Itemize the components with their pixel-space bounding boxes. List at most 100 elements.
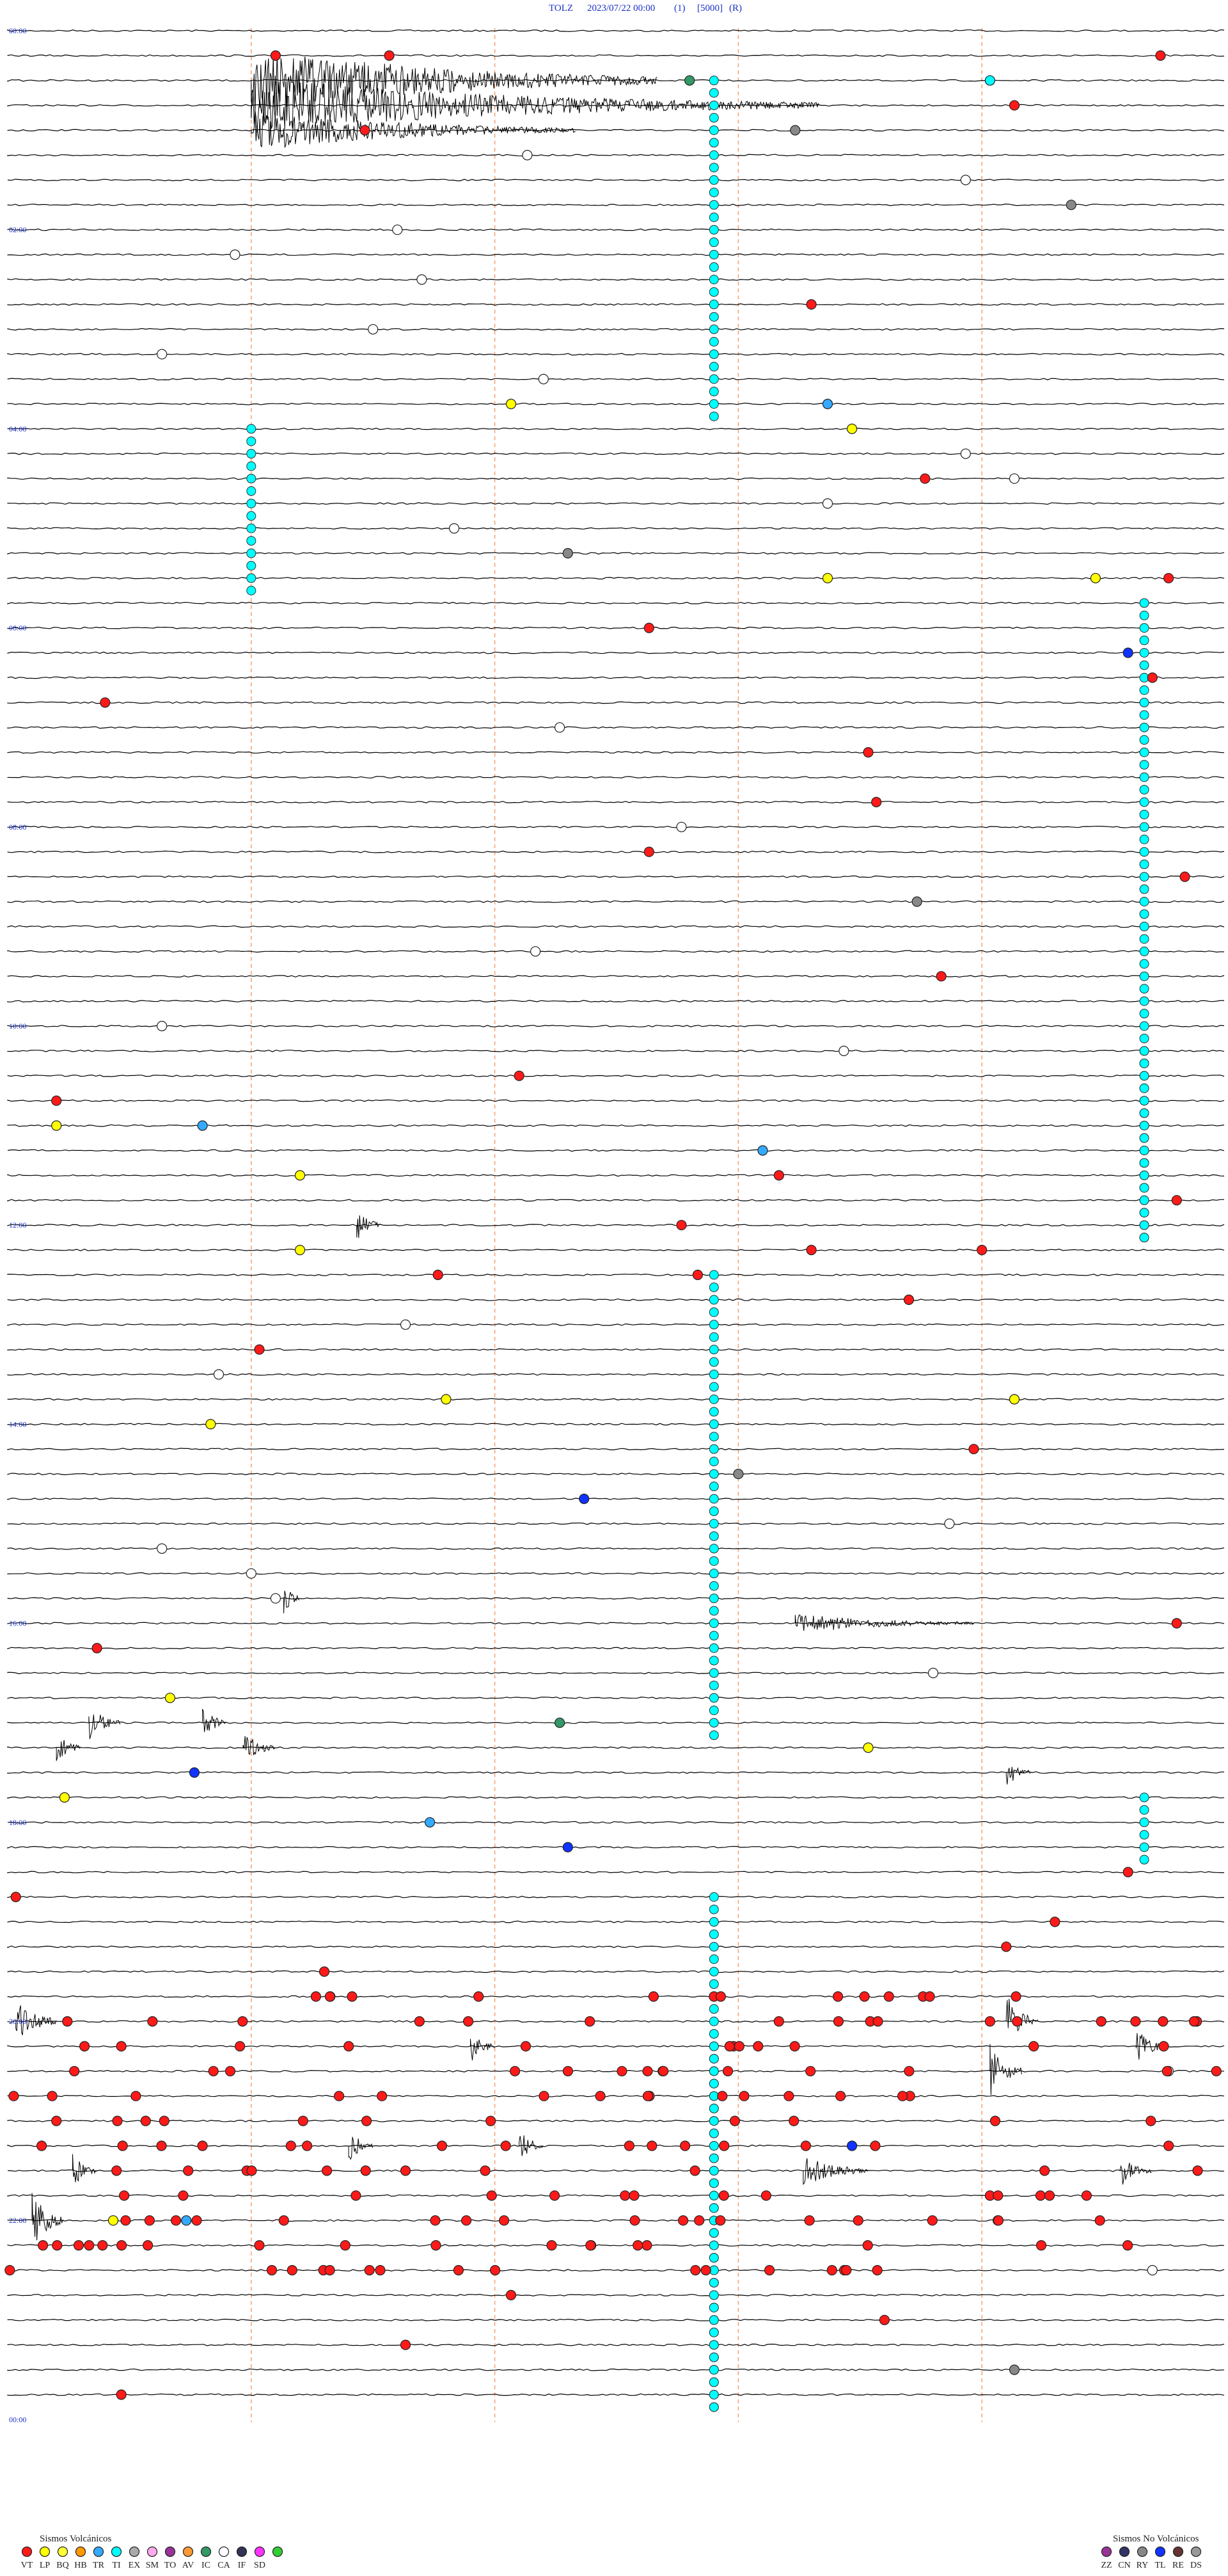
tremor-marker xyxy=(1139,1096,1149,1106)
legend-swatch xyxy=(1101,2546,1112,2557)
event-marker-ca xyxy=(927,1668,939,1679)
event-marker-vt xyxy=(500,2140,511,2151)
tremor-marker xyxy=(709,1332,719,1342)
event-marker-vt xyxy=(903,1294,915,1306)
time-labels: 00:00 02:00 04:00 06:00 08:00 10:00 12:00 14:00… xyxy=(9,26,26,2424)
tremor-marker xyxy=(709,2240,719,2250)
event-marker-vt xyxy=(100,697,111,708)
event-marker-vt xyxy=(119,2190,130,2201)
tremor-marker xyxy=(1139,934,1149,944)
event-marker-vt xyxy=(729,2115,741,2126)
tremor-marker xyxy=(1139,1158,1149,1168)
tremor-marker xyxy=(1139,1195,1149,1205)
tremor-marker xyxy=(1139,809,1149,819)
tremor-marker xyxy=(709,299,719,310)
tremor-marker xyxy=(709,2402,719,2412)
trace-row xyxy=(7,751,1225,754)
trace-row xyxy=(7,1199,1225,1202)
trace-row xyxy=(7,900,1225,903)
tremor-marker xyxy=(709,349,719,360)
tremor-marker xyxy=(709,1929,719,1940)
tremor-marker xyxy=(709,249,719,260)
trace-row xyxy=(7,1049,1225,1052)
trace-row xyxy=(7,2244,1225,2247)
legend-code: HB xyxy=(74,2561,86,2570)
tremor-marker xyxy=(709,2041,719,2051)
legend-nonvolcanic-heading: Sismos No Volcánicos xyxy=(1113,2534,1199,2544)
event-marker-ca xyxy=(416,274,427,285)
tremor-marker xyxy=(1139,1208,1149,1218)
event-marker-vt xyxy=(677,2215,689,2226)
event-marker-vt xyxy=(804,2215,815,2226)
trace-row xyxy=(7,2343,1225,2346)
tremor-marker xyxy=(709,1569,719,1579)
trace-row xyxy=(7,203,1225,207)
tremor-marker xyxy=(709,2352,719,2362)
event-marker-lp xyxy=(59,1792,70,1803)
seismic-burst xyxy=(1119,2162,1152,2185)
tremor-marker xyxy=(1139,1021,1149,1031)
tremor-marker xyxy=(709,1593,719,1604)
event-marker-vt xyxy=(724,2041,735,2051)
event-marker-vt xyxy=(62,2016,73,2027)
event-marker-vt xyxy=(633,2240,643,2251)
event-marker-vt xyxy=(862,2240,873,2251)
time-label: 06:00 xyxy=(9,624,26,633)
tremor-marker xyxy=(709,2078,719,2089)
event-marker-vt xyxy=(224,2066,236,2076)
trace-row xyxy=(7,2169,1224,2172)
seismic-burst xyxy=(72,2154,97,2183)
tremor-marker xyxy=(709,361,719,372)
tremor-marker xyxy=(1139,1033,1149,1043)
event-marker-lp xyxy=(164,1693,175,1703)
tremor-marker xyxy=(1139,1058,1149,1068)
tremor-marker xyxy=(1139,635,1149,645)
event-marker-vt xyxy=(147,2016,158,2027)
tremor-marker xyxy=(246,436,256,446)
tremor-marker xyxy=(709,1581,719,1591)
event-marker-vt xyxy=(8,2090,19,2101)
tremor-marker xyxy=(709,1606,719,1616)
tremor-marker xyxy=(1139,784,1149,794)
legend-volcanic-items: VT LP BQ HB TR TI EX SM TO AV IC CA IF SD xyxy=(21,2546,283,2570)
tremor-marker xyxy=(1139,959,1149,969)
event-marker-ca xyxy=(944,1518,955,1529)
legend-swatch xyxy=(129,2546,140,2557)
event-marker-vt xyxy=(1096,2016,1106,2027)
legend-volcanic-heading: Sismos Volcánicos xyxy=(40,2534,112,2544)
tremor-marker xyxy=(709,1556,719,1566)
tremor-marker xyxy=(709,1345,719,1355)
tremor-marker xyxy=(709,1643,719,1653)
event-marker-vt xyxy=(1155,50,1166,61)
trace-row xyxy=(7,1348,1225,1351)
event-marker-lp xyxy=(1090,573,1101,583)
event-marker-tl xyxy=(562,1842,573,1853)
event-marker-vt xyxy=(414,2016,425,2027)
event-marker-vt xyxy=(140,2115,151,2126)
event-marker-vt xyxy=(462,2016,474,2027)
trace-row xyxy=(7,1099,1225,1102)
tremor-marker xyxy=(1139,598,1149,608)
seismic-burst xyxy=(794,1615,974,1631)
legend-code: CN xyxy=(1118,2561,1130,2570)
event-marker-vt xyxy=(183,2165,194,2176)
event-marker-vt xyxy=(97,2240,108,2251)
event-marker-ca xyxy=(246,1568,256,1579)
tremor-marker xyxy=(1139,884,1149,894)
event-marker-lp xyxy=(846,423,858,434)
legend-code: BQ xyxy=(56,2561,68,2570)
tremor-marker xyxy=(1139,872,1149,882)
event-marker-vt xyxy=(936,971,947,982)
event-marker-vt xyxy=(430,2215,441,2226)
event-marker-vt xyxy=(700,2264,711,2276)
event-marker-tl xyxy=(1122,647,1133,658)
tremor-marker xyxy=(709,113,719,123)
event-marker-vt xyxy=(806,1244,817,1256)
event-marker-ca xyxy=(822,498,833,509)
event-marker-vt xyxy=(1211,2066,1222,2076)
tremor-marker xyxy=(1139,984,1149,994)
event-marker-vt xyxy=(159,2115,169,2126)
event-marker-ca xyxy=(554,722,565,733)
event-marker-ti xyxy=(984,75,996,86)
